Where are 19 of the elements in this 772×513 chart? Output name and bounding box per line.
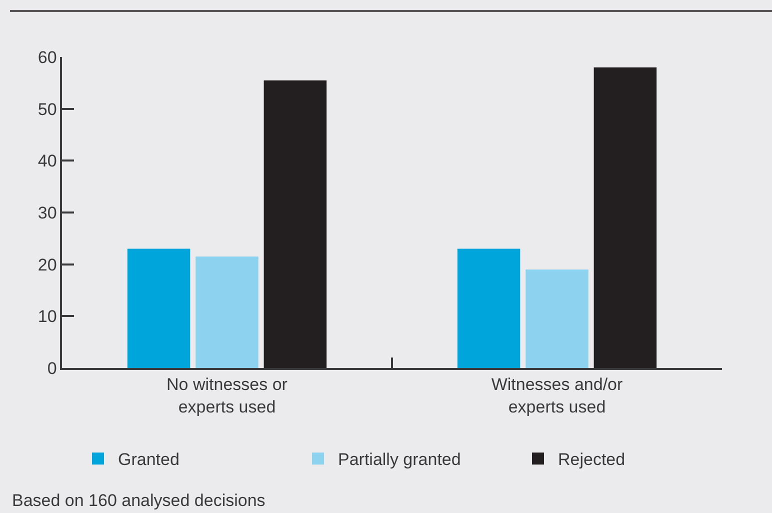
bar <box>526 270 588 368</box>
y-tick-label: 30 <box>38 203 57 222</box>
y-tick-label: 0 <box>47 358 57 378</box>
y-tick-label: 40 <box>38 152 57 171</box>
legend-label: Granted <box>118 450 180 470</box>
bar <box>264 80 327 368</box>
legend-label: Partially granted <box>338 450 461 470</box>
bar <box>457 248 520 368</box>
y-tick-label: 60 <box>38 48 57 67</box>
bar <box>594 67 657 368</box>
legend-label: Rejected <box>558 450 626 470</box>
y-tick-label: 10 <box>38 307 57 326</box>
x-tick-label: Witnesses and/or experts used <box>491 375 623 416</box>
y-tick-label: 20 <box>38 255 57 274</box>
bar <box>196 256 258 368</box>
bar <box>127 248 190 368</box>
text: Based on 160 analysed decisions <box>12 491 266 510</box>
x-tick-label: No witnesses or experts used <box>166 375 288 416</box>
y-tick-label: 50 <box>38 100 57 119</box>
